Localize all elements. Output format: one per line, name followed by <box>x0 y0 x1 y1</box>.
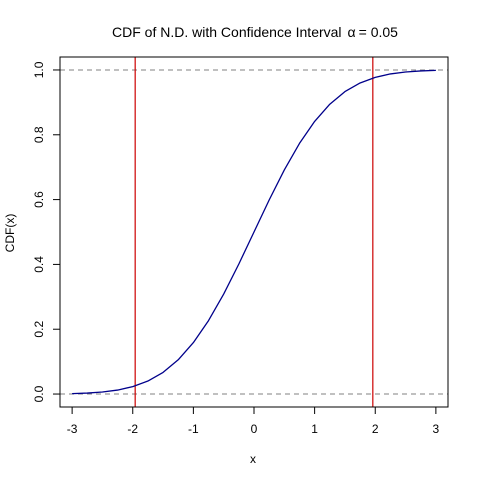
cdf-curve <box>72 70 436 393</box>
y-tick-label: 0.8 <box>32 126 46 143</box>
chart-title: CDF of N.D. with Confidence Interval α = 0… <box>112 24 398 40</box>
x-tick-label: -1 <box>188 422 199 436</box>
y-tick-label: 0.2 <box>32 321 46 338</box>
y-tick-label: 0.4 <box>32 256 46 273</box>
x-tick-label: -2 <box>127 422 138 436</box>
x-tick-label: 0 <box>251 422 258 436</box>
x-tick-label: -3 <box>67 422 78 436</box>
y-tick-label: 1.0 <box>32 61 46 78</box>
x-axis-label: x <box>250 452 256 466</box>
x-axis-ticks: -3 -2 -1 0 1 2 3 <box>67 407 440 436</box>
y-tick-label: 0.0 <box>32 385 46 402</box>
y-axis-ticks: 0.0 0.2 0.4 0.6 0.8 1.0 <box>32 61 60 402</box>
x-tick-label: 3 <box>433 422 440 436</box>
y-tick-label: 0.6 <box>32 191 46 208</box>
x-tick-label: 2 <box>372 422 379 436</box>
series-layer <box>72 70 436 393</box>
x-tick-label: 1 <box>311 422 318 436</box>
y-axis-label: CDF(x) <box>3 214 17 253</box>
